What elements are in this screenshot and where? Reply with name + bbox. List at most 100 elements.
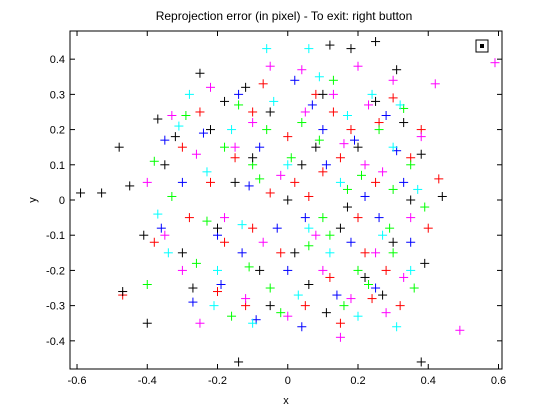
y-axis-label: y <box>27 197 39 203</box>
scatter-point <box>297 65 307 75</box>
scatter-point <box>399 272 409 282</box>
scatter-point <box>142 280 152 289</box>
scatter-point <box>265 61 275 71</box>
scatter-point <box>304 223 314 233</box>
scatter-point <box>290 177 300 187</box>
scatter-point <box>286 153 296 163</box>
scatter-point <box>160 135 170 145</box>
scatter-point <box>202 167 212 177</box>
scatter-point <box>388 237 398 247</box>
scatter-point <box>399 177 409 187</box>
scatter-point <box>420 202 430 212</box>
scatter-point <box>311 142 321 152</box>
scatter-point <box>304 44 314 54</box>
scatter-point <box>342 111 352 120</box>
x-tick-label: 0 <box>285 375 291 387</box>
scatter-point <box>434 174 444 184</box>
scatter-point <box>371 283 381 293</box>
scatter-point <box>258 237 268 247</box>
scatter-point <box>177 177 187 187</box>
scatter-point <box>188 297 198 307</box>
scatter-point <box>367 89 377 99</box>
scatter-point <box>170 132 180 142</box>
exit-button-icon[interactable] <box>475 39 489 53</box>
scatter-point <box>335 332 345 342</box>
scatter-point <box>371 96 381 106</box>
scatter-point <box>248 153 258 163</box>
scatter-point <box>335 318 345 328</box>
chart-title: Reprojection error (in pixel) - To exit:… <box>156 9 413 23</box>
scatter-point <box>195 318 205 328</box>
scatter-point <box>364 280 374 289</box>
scatter-point <box>195 107 205 117</box>
scatter-point <box>160 160 170 170</box>
scatter-point <box>416 149 426 159</box>
scatter-point <box>328 107 338 117</box>
scatter-point <box>318 167 328 177</box>
scatter-point <box>205 125 215 135</box>
scatter-point <box>195 68 205 78</box>
scatter-point <box>241 294 251 304</box>
scatter-point <box>297 322 307 332</box>
scatter-point <box>353 311 363 321</box>
scatter-point <box>314 135 324 145</box>
scatter-point <box>395 301 405 311</box>
y-tick-label: 0.2 <box>50 125 65 137</box>
scatter-point <box>269 96 279 106</box>
scatter-point <box>360 191 370 201</box>
y-tick-label: 0 <box>59 195 65 207</box>
scatter-point <box>381 111 391 120</box>
scatter-point <box>191 149 201 159</box>
scatter-point <box>177 265 187 275</box>
scatter-point <box>374 125 384 135</box>
scatter-point <box>248 318 258 328</box>
scatter-point <box>318 265 328 275</box>
scatter-point <box>409 283 419 293</box>
scatter-point <box>283 160 293 170</box>
scatter-point <box>388 142 398 152</box>
scatter-point <box>276 308 286 318</box>
scatter-point <box>300 213 310 223</box>
scatter-point <box>392 146 402 156</box>
scatter-point <box>325 272 335 282</box>
scatter-point <box>346 294 356 304</box>
scatter-point <box>220 142 230 152</box>
x-axis-label: x <box>283 395 289 407</box>
scatter-point <box>490 58 500 68</box>
scatter-point <box>406 237 416 247</box>
scatter-point <box>153 114 163 124</box>
scatter-point <box>248 118 258 128</box>
scatter-point <box>392 322 402 332</box>
scatter-point <box>293 290 303 300</box>
scatter-point <box>332 290 342 300</box>
x-tick-label: 0.6 <box>491 375 506 387</box>
scatter-point <box>420 258 430 268</box>
scatter-point <box>416 132 426 142</box>
scatter-point <box>300 107 310 117</box>
scatter-point <box>318 213 328 223</box>
scatter-point <box>220 213 230 223</box>
scatter-point <box>360 272 370 282</box>
scatter-point <box>339 139 349 149</box>
scatter-point <box>213 223 223 233</box>
scatter-point <box>283 132 293 142</box>
scatter-point <box>184 213 194 223</box>
scatter-point <box>388 75 398 85</box>
scatter-point <box>160 230 170 240</box>
x-tick-label: -0.4 <box>138 375 157 387</box>
scatter-point <box>198 128 208 138</box>
x-tick-label: -0.6 <box>68 375 87 387</box>
scatter-point <box>209 301 219 311</box>
scatter-point <box>234 89 244 99</box>
scatter-point <box>230 142 240 152</box>
scatter-point <box>437 191 447 201</box>
scatter-point <box>342 184 352 194</box>
scatter-point <box>339 301 349 311</box>
scatter-point <box>311 230 321 240</box>
scatter-point <box>335 177 345 187</box>
scatter-point <box>142 318 152 328</box>
scatter-point <box>399 103 409 113</box>
scatter-point <box>237 248 247 258</box>
scatter-point <box>118 287 128 297</box>
